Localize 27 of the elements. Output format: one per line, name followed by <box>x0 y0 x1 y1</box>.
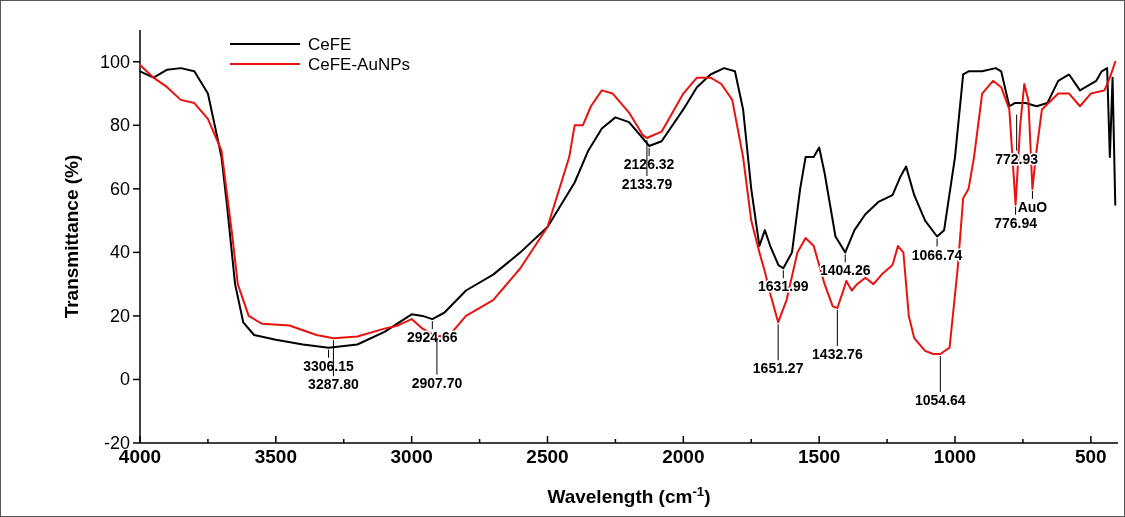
annotation: 3287.80 <box>308 376 359 393</box>
y-tick-label: 80 <box>109 115 130 136</box>
annotation: 1054.64 <box>915 392 966 409</box>
x-tick-label: 500 <box>1074 446 1107 467</box>
x-tick-label: 1000 <box>933 446 977 467</box>
legend-label: CeFE-AuNPs <box>308 55 411 74</box>
y-tick-label: 0 <box>119 369 130 390</box>
annotation: 1432.76 <box>812 345 863 362</box>
y-tick-label: 40 <box>109 242 130 263</box>
x-tick-label: 3000 <box>390 446 433 467</box>
y-tick-label: 100 <box>99 51 130 72</box>
x-tick-label: 2000 <box>662 446 705 467</box>
annotation: 2907.70 <box>411 374 463 391</box>
annotation: 2133.79 <box>621 176 673 193</box>
x-axis-title: Wavelength (cm$^{-1}$) <box>547 483 711 507</box>
legend-label: CeFE <box>308 35 352 54</box>
annotation: 2924.66 <box>407 329 458 346</box>
y-axis-title: Transmittance (%) <box>61 154 82 319</box>
x-tick-label: 2500 <box>526 446 569 467</box>
y-tick-label: 60 <box>109 178 130 199</box>
annotation: AuO <box>1017 198 1048 215</box>
x-tick-label: 3500 <box>254 446 297 467</box>
annotation: 1404.26 <box>819 262 871 279</box>
annotation: 1651.27 <box>752 360 804 377</box>
y-tick-label: 20 <box>109 305 130 326</box>
x-tick-label: 1500 <box>798 446 841 467</box>
annotation: 776.94 <box>994 214 1038 231</box>
